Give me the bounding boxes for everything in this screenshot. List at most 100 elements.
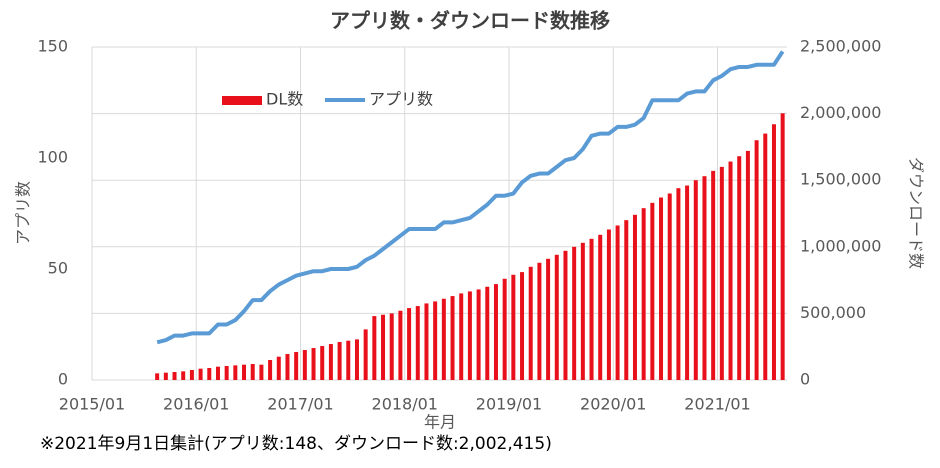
bar — [624, 220, 629, 380]
bar — [311, 348, 316, 380]
bar — [598, 234, 603, 380]
bar — [198, 368, 203, 380]
line — [156, 50, 785, 345]
bar — [632, 214, 637, 380]
legend-label: アプリ数 — [369, 90, 433, 109]
bar — [572, 246, 577, 380]
bar — [207, 368, 212, 380]
y2-tick-label: 2,500,000 — [800, 37, 881, 56]
bar — [441, 298, 446, 380]
bar — [450, 296, 455, 380]
bar — [485, 286, 490, 380]
footnote: ※2021年9月1日集計(アプリ数:148、ダウンロード数:2,002,415) — [40, 434, 552, 454]
bar — [771, 124, 776, 380]
x-tick-label: 2015/01 — [59, 395, 125, 414]
bar — [354, 339, 359, 380]
bar — [476, 289, 481, 380]
x-tick-label: 2019/01 — [476, 395, 542, 414]
bar — [398, 310, 403, 380]
bar — [242, 364, 247, 380]
bar — [276, 356, 281, 380]
bar — [754, 140, 759, 380]
bar — [702, 176, 707, 380]
bar — [580, 242, 585, 380]
bar — [407, 308, 412, 380]
bar — [537, 262, 542, 380]
bar — [172, 372, 177, 380]
bar — [554, 254, 559, 380]
x-tick-label: 2017/01 — [267, 395, 333, 414]
bar — [719, 166, 724, 380]
y2-tick-label: 1,000,000 — [800, 236, 881, 255]
y-tick-label: 50 — [48, 259, 68, 278]
y2-tick-label: 1,500,000 — [800, 170, 881, 189]
bar — [650, 202, 655, 380]
bar — [606, 229, 611, 380]
bar — [424, 303, 429, 380]
bar — [659, 197, 664, 380]
y2-tick-label: 0 — [800, 370, 810, 389]
bar — [520, 272, 525, 380]
bar — [737, 156, 742, 380]
bar — [467, 291, 472, 380]
x-tick-label: 2018/01 — [372, 395, 438, 414]
y2-axis-label: ダウンロード数 — [907, 157, 926, 269]
legend-swatch — [222, 96, 262, 105]
bar — [285, 354, 290, 380]
bar — [259, 364, 264, 380]
x-tick-label: 2020/01 — [580, 395, 646, 414]
y-tick-label: 0 — [58, 370, 68, 389]
bar — [667, 193, 672, 380]
bar — [163, 372, 168, 380]
bar — [546, 258, 551, 380]
bar — [459, 293, 464, 380]
x-tick-label: 2016/01 — [163, 395, 229, 414]
bar — [381, 314, 386, 380]
bar — [711, 170, 716, 380]
bar — [615, 225, 620, 380]
bar — [233, 365, 238, 380]
bar — [189, 370, 194, 380]
bar — [493, 284, 498, 380]
bar — [363, 329, 368, 380]
bar — [745, 150, 750, 380]
bar — [372, 316, 377, 380]
y2-tick-label: 500,000 — [800, 303, 866, 322]
y-tick-label: 150 — [37, 37, 68, 56]
bar — [780, 113, 785, 380]
bar — [641, 208, 646, 380]
bar — [502, 278, 507, 380]
bar — [589, 238, 594, 380]
bar — [693, 180, 698, 380]
legend-label: DL数 — [266, 90, 303, 109]
bar — [268, 360, 273, 380]
bar — [511, 274, 516, 380]
bar — [346, 340, 351, 380]
bar — [415, 306, 420, 380]
bar — [528, 266, 533, 380]
bar — [563, 250, 568, 380]
bar — [763, 133, 768, 380]
y2-tick-label: 2,000,000 — [800, 103, 881, 122]
bar — [224, 366, 229, 380]
bar — [320, 346, 325, 380]
bar — [294, 352, 299, 380]
chart-title: アプリ数・ダウンロード数推移 — [330, 9, 610, 33]
x-axis-label: 年月 — [424, 413, 456, 432]
bar — [250, 364, 255, 380]
bar — [389, 313, 394, 380]
y-axis-label: アプリ数 — [14, 181, 33, 245]
x-tick-label: 2021/01 — [684, 395, 750, 414]
bar — [155, 373, 160, 380]
bar — [181, 371, 186, 380]
bar — [302, 350, 307, 380]
bar — [337, 342, 342, 380]
bar — [215, 366, 220, 380]
bar — [433, 301, 438, 380]
bar — [728, 161, 733, 380]
bar — [328, 344, 333, 380]
bar — [685, 185, 690, 380]
y-tick-label: 100 — [37, 148, 68, 167]
bar — [676, 188, 681, 380]
